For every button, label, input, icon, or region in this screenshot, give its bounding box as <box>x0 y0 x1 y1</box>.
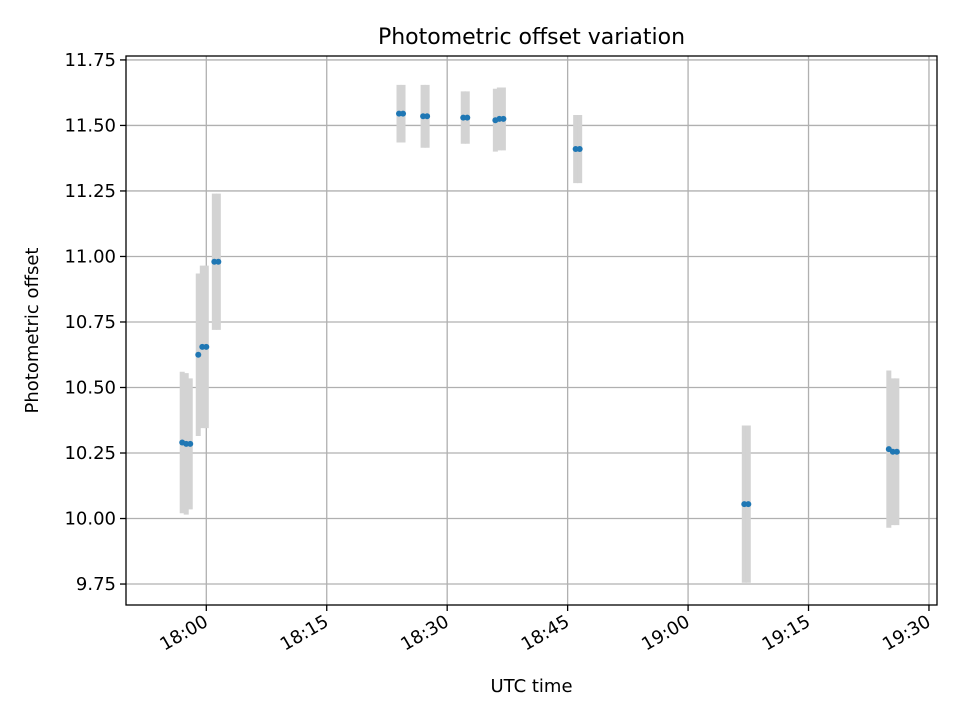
data-point <box>500 115 507 122</box>
y-tick-label: 9.75 <box>76 574 116 595</box>
y-tick-label: 10.75 <box>64 312 116 333</box>
data-point <box>745 501 752 508</box>
y-tick-label: 11.00 <box>64 246 116 267</box>
chart-title: Photometric offset variation <box>378 25 685 50</box>
data-point <box>464 114 471 121</box>
data-points <box>179 110 900 508</box>
y-tick-label: 11.25 <box>64 181 116 202</box>
y-tick-label: 11.50 <box>64 115 116 136</box>
y-axis-label: Photometric offset <box>22 248 43 414</box>
data-point <box>187 440 194 447</box>
data-point <box>893 448 900 455</box>
data-point <box>203 343 210 350</box>
data-point <box>195 351 202 358</box>
y-ticks: 9.75 10.00 10.25 10.50 10.75 11.00 11.25 11.50 1… <box>64 50 126 595</box>
data-point <box>215 258 222 265</box>
x-axis-label: UTC time <box>490 676 572 697</box>
data-point <box>424 113 431 120</box>
y-tick-label: 10.50 <box>64 377 116 398</box>
plot-frame <box>125 55 938 606</box>
grid-lines <box>126 56 937 605</box>
data-point <box>400 110 407 117</box>
y-tick-label: 10.00 <box>64 509 116 530</box>
data-point <box>576 146 583 153</box>
y-tick-label: 11.75 <box>64 50 116 71</box>
y-tick-label: 10.25 <box>64 443 116 464</box>
